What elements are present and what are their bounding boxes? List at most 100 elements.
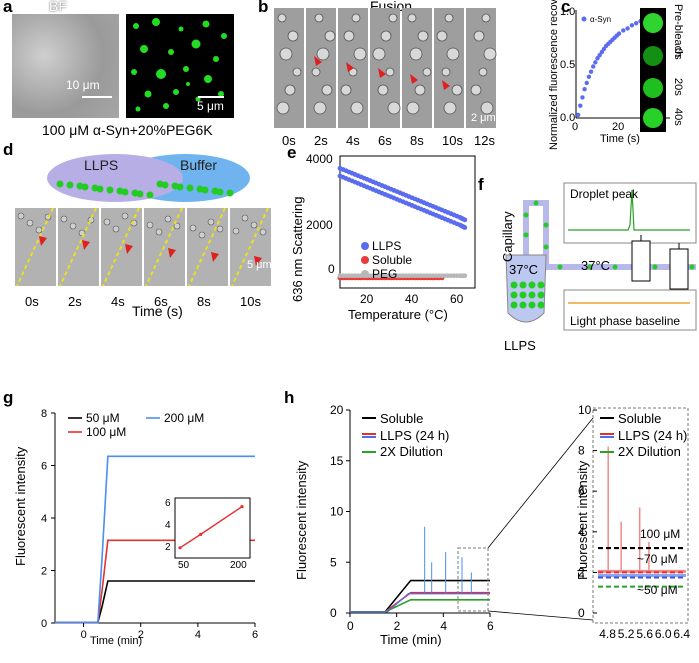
flow-series: 0s 2s 4s 6s 8s 10s 5 μm — [15, 207, 272, 309]
detector-1 — [631, 240, 651, 282]
h-zoom-ylabel: Fluorescent intensity — [575, 460, 590, 580]
frap-point — [625, 26, 630, 31]
scale-label-fl: 5 μm — [197, 99, 224, 113]
llps-droplet-dot — [66, 181, 74, 189]
capillary-label: Capillary — [500, 211, 515, 262]
panel-label-a: a — [3, 0, 13, 16]
frap-xlabel: Time (s) — [600, 133, 640, 145]
llps-droplet-dot — [176, 183, 184, 191]
zoom-xtick: 6.0 — [655, 627, 672, 641]
frap-point — [597, 52, 602, 58]
g-legend-50: 50 μM — [86, 411, 120, 425]
panel-label-c: c — [561, 0, 571, 16]
baseline-label: Light phase baseline — [570, 314, 680, 328]
scat-ytick-0: 0 — [328, 262, 335, 276]
h-xtick: 0 — [347, 619, 354, 633]
flow-time-label: 2s — [68, 294, 82, 309]
flow-droplet — [250, 221, 258, 229]
flow-droplet — [164, 215, 172, 223]
scale-bar-fl — [198, 96, 224, 98]
flow-droplet — [112, 225, 120, 233]
llps-drop — [47, 154, 183, 202]
fusion-droplet — [443, 101, 457, 115]
fusion-droplet — [388, 13, 398, 23]
llps-droplet-dot — [216, 188, 224, 196]
zoom-frame — [592, 407, 689, 624]
frap-legend: α-Syn — [590, 15, 611, 24]
frap-point — [593, 60, 598, 65]
llps-droplet-dot — [186, 184, 194, 192]
tube-droplet — [510, 301, 518, 309]
g-ytick: 8 — [41, 408, 47, 420]
frap-point — [601, 46, 607, 52]
capillary-droplet — [523, 232, 529, 238]
svg-text:2: 2 — [165, 542, 171, 553]
flow-droplet — [241, 214, 249, 222]
svg-text:4: 4 — [165, 520, 171, 531]
flow-xlabel: Time (s) — [132, 303, 183, 319]
frap-point — [634, 21, 639, 26]
fusion-droplet — [279, 47, 293, 61]
legend-peg: PEG — [372, 267, 397, 281]
flow-time-label: 6s — [154, 294, 168, 309]
fusion-time-label: 2s — [314, 133, 328, 148]
inset-point — [240, 505, 244, 509]
fusion-droplet — [446, 47, 460, 61]
fusion-droplet — [406, 101, 420, 115]
zoom-xtick: 4.8 — [599, 627, 616, 641]
capillary-droplet — [652, 264, 658, 270]
frap-point — [616, 31, 622, 36]
flow-boundary — [16, 207, 54, 287]
flow-droplet — [69, 222, 77, 230]
llps-droplet-dot — [201, 186, 209, 194]
level-50: ~50 μM — [637, 583, 678, 597]
fusion-droplet — [287, 30, 299, 42]
time-20s: 20s — [672, 78, 684, 96]
flow-droplet — [216, 225, 224, 233]
g-xtick: 0 — [81, 629, 87, 641]
fusion-droplet — [417, 30, 429, 42]
g-legend-100: 100 μM — [86, 425, 126, 439]
frap-ytick-0: 0.0 — [560, 112, 575, 124]
scat-xlabel: Temperature (°C) — [348, 307, 448, 322]
h-ytick: 5 — [330, 555, 337, 569]
tube-llps-label: LLPS — [504, 338, 536, 353]
fusion-droplet — [387, 101, 401, 115]
llps-droplet-dot — [226, 189, 234, 197]
frap-legend-marker — [581, 16, 587, 22]
h-series-line — [350, 599, 490, 613]
droplet-peak-box — [563, 182, 697, 244]
temp-label-1: 37°C — [581, 258, 610, 273]
fusion-time-label: 6s — [378, 133, 392, 148]
fusion-time-label: 10s — [442, 133, 463, 148]
flow-arrow — [211, 252, 219, 262]
h-llps-blue-line — [350, 593, 490, 613]
fusion-arrow — [314, 56, 322, 66]
svg-text:6: 6 — [165, 498, 171, 509]
svg-text:200: 200 — [230, 560, 247, 571]
flow-droplet — [103, 218, 111, 226]
frap-point — [621, 28, 626, 33]
tube-droplet — [528, 291, 536, 299]
flow-arrow — [254, 256, 262, 266]
g-xlabel: Time (min) — [90, 635, 142, 647]
tube-droplet — [519, 281, 527, 289]
inset-point — [199, 532, 203, 536]
fusion-arrow — [410, 74, 418, 84]
fluorescence-image — [126, 14, 234, 118]
temp-label-2: 37°C — [509, 262, 538, 277]
fusion-droplet — [441, 67, 451, 77]
scatter-point-llps — [462, 225, 468, 230]
scat-xtick-40: 40 — [405, 292, 419, 306]
frap-ytick-1: 1.0 — [560, 6, 575, 18]
fusion-arrow — [346, 62, 354, 72]
h-ytick: 0 — [330, 606, 337, 620]
fusion-droplet — [407, 13, 417, 23]
g-series-line — [55, 580, 255, 624]
flow-droplet — [60, 215, 68, 223]
panel-label-d: d — [3, 140, 14, 159]
scatter-point-llps — [462, 217, 468, 223]
capillary-droplet — [557, 264, 563, 270]
flow-time-label: 10s — [240, 294, 261, 309]
